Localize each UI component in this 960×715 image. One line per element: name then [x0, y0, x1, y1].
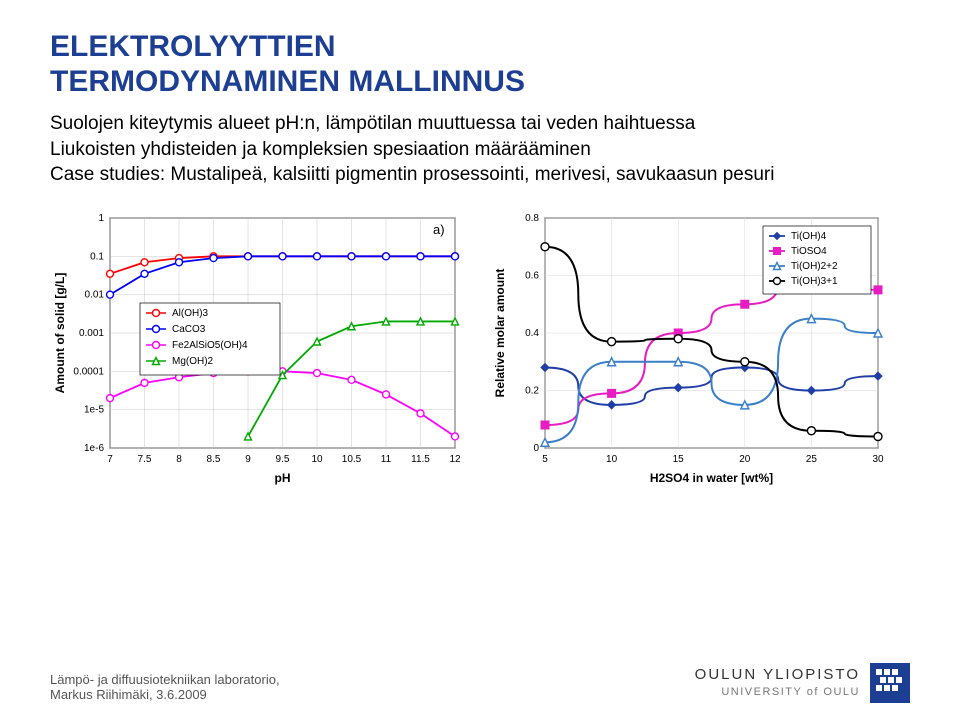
- svg-text:Mg(OH)2: Mg(OH)2: [172, 356, 214, 367]
- svg-text:1e-5: 1e-5: [84, 405, 104, 416]
- svg-text:Relative molar amount: Relative molar amount: [493, 269, 507, 398]
- svg-text:11: 11: [381, 454, 392, 465]
- svg-text:20: 20: [739, 454, 751, 465]
- svg-text:0.8: 0.8: [525, 213, 539, 224]
- university-logo-icon: [870, 663, 910, 703]
- bullet-item: Suolojen kiteytymis alueet pH:n, lämpöti…: [50, 111, 910, 137]
- svg-text:7: 7: [107, 454, 113, 465]
- svg-text:0.6: 0.6: [525, 270, 539, 281]
- svg-text:1: 1: [98, 213, 104, 224]
- svg-text:Amount of solid [g/L]: Amount of solid [g/L]: [53, 273, 67, 394]
- svg-text:30: 30: [872, 454, 884, 465]
- bullet-item: Case studies: Mustalipeä, kalsiitti pigm…: [50, 162, 910, 188]
- svg-text:8: 8: [176, 454, 182, 465]
- svg-text:CaCO3: CaCO3: [172, 324, 206, 335]
- chart-h2so4-molar: 5 10 15 20 25 30 0 0.2 0.4 0.6 0.8 H2SO4 in water […: [490, 208, 890, 488]
- svg-text:5: 5: [542, 454, 548, 465]
- svg-text:Ti(OH)2+2: Ti(OH)2+2: [791, 261, 838, 272]
- svg-text:a): a): [433, 222, 445, 237]
- svg-text:0.001: 0.001: [79, 328, 104, 339]
- svg-text:0.2: 0.2: [525, 385, 539, 396]
- svg-text:pH: pH: [275, 471, 291, 485]
- svg-text:0.01: 0.01: [85, 290, 105, 301]
- footer: Lämpö- ja diffuusiotekniikan laboratorio…: [50, 663, 910, 703]
- title-line2: TERMODYNAMINEN MALLINNUS: [50, 65, 525, 98]
- university-text: OULUN YLIOPISTO UNIVERSITY of OULU: [695, 667, 860, 700]
- svg-text:Ti(OH)3+1: Ti(OH)3+1: [791, 276, 838, 287]
- svg-text:8.5: 8.5: [207, 454, 221, 465]
- svg-text:Ti(OH)4: Ti(OH)4: [791, 231, 827, 242]
- title-line1: ELEKTROLYYTTIEN: [50, 30, 336, 63]
- bullet-list: Suolojen kiteytymis alueet pH:n, lämpöti…: [50, 111, 910, 188]
- svg-text:10.5: 10.5: [342, 454, 362, 465]
- svg-text:0.1: 0.1: [90, 251, 104, 262]
- svg-text:0.4: 0.4: [525, 328, 539, 339]
- svg-text:1e-6: 1e-6: [84, 443, 104, 454]
- svg-text:Fe2AlSiO5(OH)4: Fe2AlSiO5(OH)4: [172, 340, 248, 351]
- bullet-item: Liukoisten yhdisteiden ja kompleksien sp…: [50, 137, 910, 163]
- uni-line2: UNIVERSITY of OULU: [721, 686, 860, 698]
- chart-ph-solid: 7 7.5 8 8.5 9 9.5 10 10.5 11 11.5 12 1e-6 1e-5 0.0001…: [50, 208, 470, 488]
- svg-text:10: 10: [606, 454, 618, 465]
- svg-text:7.5: 7.5: [138, 454, 152, 465]
- slide-title: ELEKTROLYYTTIEN TERMODYNAMINEN MALLINNUS: [50, 30, 910, 99]
- svg-text:9: 9: [245, 454, 251, 465]
- svg-text:25: 25: [806, 454, 818, 465]
- charts-row: 77.588.599.51010.51111.5121e-61e-50.0001…: [50, 208, 910, 488]
- footer-lab: Lämpö- ja diffuusiotekniikan laboratorio…: [50, 672, 280, 703]
- svg-text:H2SO4 in water [wt%]: H2SO4 in water [wt%]: [650, 471, 773, 485]
- svg-text:Al(OH)3: Al(OH)3: [172, 308, 209, 319]
- svg-text:0.0001: 0.0001: [73, 366, 104, 377]
- svg-text:11.5: 11.5: [411, 454, 430, 465]
- uni-line1: OULUN YLIOPISTO: [695, 666, 860, 683]
- lab-line1: Lämpö- ja diffuusiotekniikan laboratorio…: [50, 672, 280, 687]
- lab-line2: Markus Riihimäki, 3.6.2009: [50, 687, 207, 702]
- svg-text:15: 15: [673, 454, 685, 465]
- svg-text:9.5: 9.5: [276, 454, 290, 465]
- svg-text:10: 10: [311, 454, 323, 465]
- footer-university: OULUN YLIOPISTO UNIVERSITY of OULU: [695, 663, 910, 703]
- svg-text:12: 12: [449, 454, 461, 465]
- svg-text:0: 0: [533, 443, 539, 454]
- svg-text:TiOSO4: TiOSO4: [791, 246, 827, 257]
